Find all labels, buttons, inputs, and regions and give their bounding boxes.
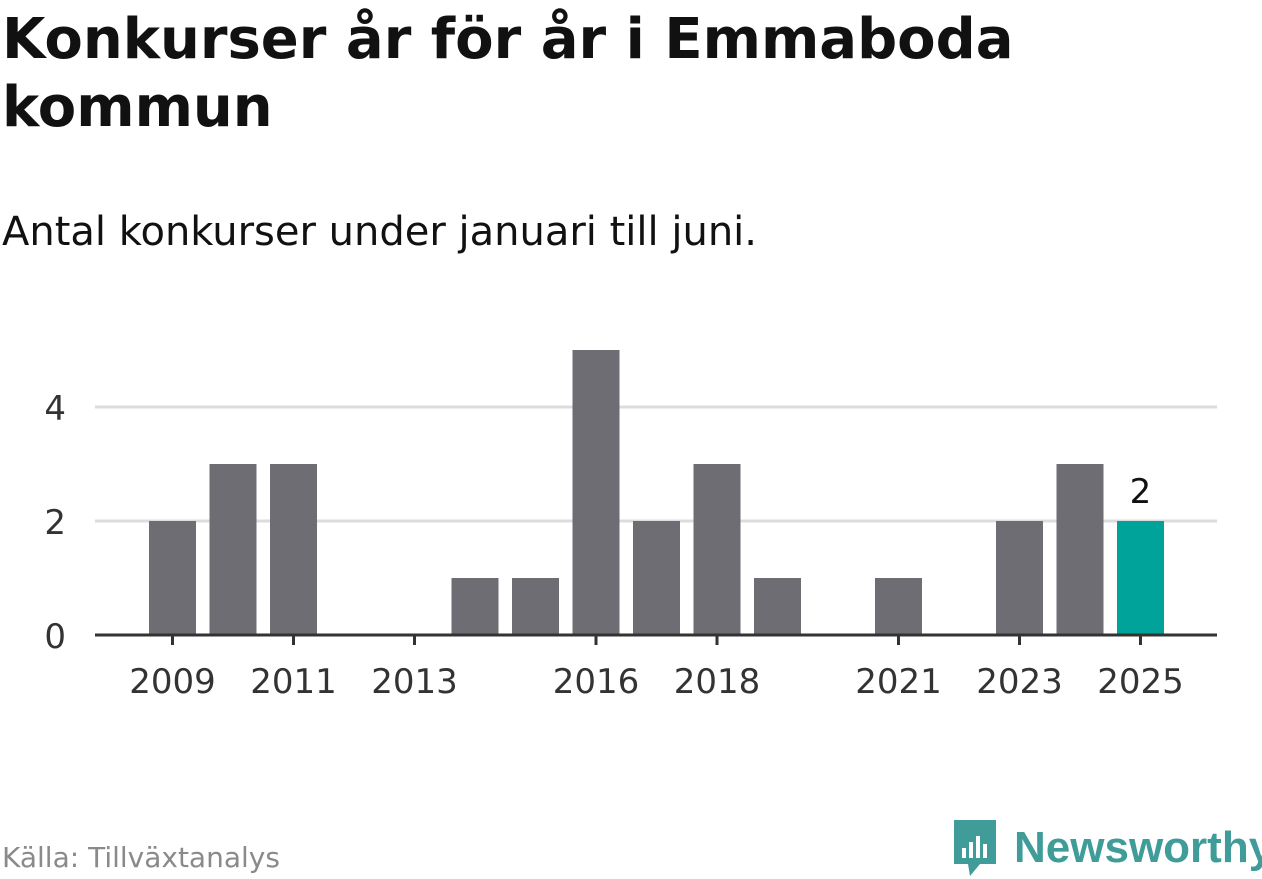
y-tick-label-2: 2 <box>44 503 66 543</box>
x-tick-label-2011: 2011 <box>250 662 337 702</box>
bar-chart: 0 2 4 2 2009 2011 2013 2016 2018 2021 2023 2025 <box>44 350 1217 702</box>
y-tick-label-0: 0 <box>44 617 66 657</box>
bar-2010 <box>209 464 257 635</box>
bar-2014 <box>451 578 499 635</box>
x-tick-label-2021: 2021 <box>855 662 942 702</box>
chart-subtitle: Antal konkurser under januari till juni. <box>2 209 757 255</box>
bar-2019 <box>754 578 801 635</box>
x-tick-label-2023: 2023 <box>976 662 1063 702</box>
bar-2025 <box>1117 521 1164 635</box>
bar-2018 <box>693 464 741 635</box>
newsworthy-logo: Newsworthy <box>950 818 1262 878</box>
bar-2011 <box>270 464 317 635</box>
source-note: Källa: Tillväxtanalys <box>2 841 280 874</box>
bar-2009 <box>149 521 196 635</box>
x-tick-label-2009: 2009 <box>129 662 216 702</box>
chart-title: Konkurser år för år i Emmaboda kommun <box>2 7 1014 140</box>
data-label-2025: 2 <box>1130 472 1152 512</box>
bar-2017 <box>633 521 680 635</box>
x-tick-label-2018: 2018 <box>674 662 761 702</box>
bar-2015 <box>512 578 559 635</box>
bar-2024 <box>1056 464 1104 635</box>
x-tick-label-2013: 2013 <box>371 662 458 702</box>
bar-2021 <box>875 578 922 635</box>
x-tick-label-2016: 2016 <box>553 662 640 702</box>
y-tick-label-4: 4 <box>44 389 66 429</box>
newsworthy-logo-text: Newsworthy <box>1014 823 1262 872</box>
bar-2016 <box>572 350 620 635</box>
x-tick-label-2025: 2025 <box>1097 662 1184 702</box>
newsworthy-logo-icon <box>954 820 996 876</box>
bar-2023 <box>996 521 1043 635</box>
